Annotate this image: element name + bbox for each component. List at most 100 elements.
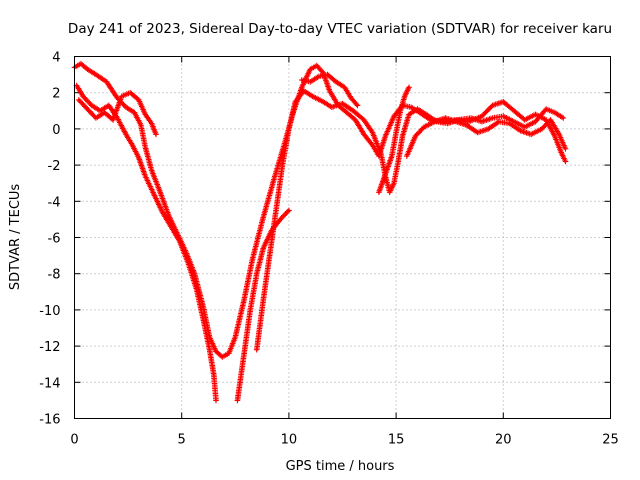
data-point bbox=[116, 96, 119, 100]
y-tick-label: -10 bbox=[39, 304, 60, 319]
data-point bbox=[562, 116, 565, 120]
series-track-1 bbox=[71, 60, 569, 360]
data-point bbox=[261, 299, 265, 303]
data-point bbox=[384, 134, 387, 138]
series-markers bbox=[71, 60, 569, 360]
data-point bbox=[300, 78, 303, 82]
x-tick-label: 25 bbox=[602, 433, 619, 448]
data-point bbox=[169, 225, 173, 228]
data-point bbox=[362, 118, 366, 122]
y-tick-label: -12 bbox=[39, 340, 60, 355]
data-point bbox=[129, 91, 132, 94]
data-point bbox=[540, 127, 544, 131]
data-point bbox=[491, 104, 494, 107]
y-tick-label: -16 bbox=[39, 413, 60, 428]
y-tick-label: -14 bbox=[39, 376, 60, 391]
x-tick-label: 0 bbox=[70, 433, 78, 448]
data-point bbox=[564, 160, 567, 163]
data-point bbox=[105, 80, 108, 84]
y-tick-label: -6 bbox=[48, 232, 61, 247]
data-point bbox=[107, 104, 111, 107]
data-point bbox=[414, 134, 417, 138]
data-point bbox=[407, 113, 411, 116]
data-point bbox=[214, 350, 218, 353]
data-point bbox=[362, 133, 366, 136]
data-point bbox=[476, 131, 479, 134]
x-tick-label: 15 bbox=[388, 433, 405, 448]
data-point bbox=[352, 109, 355, 113]
data-point bbox=[523, 118, 526, 122]
data-point bbox=[103, 111, 106, 114]
data-point bbox=[281, 163, 284, 167]
data-point bbox=[167, 214, 171, 217]
data-point bbox=[326, 73, 329, 76]
data-point bbox=[268, 254, 271, 257]
data-point bbox=[559, 151, 563, 154]
data-point bbox=[322, 100, 325, 103]
series-track-8 bbox=[404, 115, 569, 159]
data-point bbox=[553, 134, 556, 138]
series-track-5 bbox=[253, 88, 567, 353]
data-point bbox=[405, 154, 409, 158]
data-point bbox=[120, 95, 123, 98]
data-point bbox=[279, 218, 282, 221]
data-point bbox=[133, 111, 136, 114]
series-track-3 bbox=[76, 89, 159, 138]
y-tick-label: 0 bbox=[52, 123, 60, 138]
data-point bbox=[491, 116, 494, 120]
y-tick-label: -2 bbox=[48, 159, 61, 174]
data-point bbox=[480, 115, 484, 118]
data-point bbox=[195, 288, 198, 292]
data-point bbox=[294, 100, 297, 103]
data-point bbox=[356, 104, 359, 107]
data-point bbox=[433, 120, 436, 123]
data-point bbox=[497, 120, 501, 123]
data-point bbox=[161, 210, 164, 214]
data-point bbox=[544, 118, 548, 122]
data-point bbox=[544, 107, 548, 111]
data-point bbox=[178, 239, 181, 243]
data-point bbox=[139, 124, 143, 127]
data-point bbox=[390, 154, 394, 158]
data-point bbox=[508, 122, 511, 125]
data-point bbox=[553, 111, 556, 114]
data-point bbox=[487, 127, 490, 131]
data-point bbox=[409, 105, 413, 109]
data-point bbox=[150, 169, 153, 172]
data-point bbox=[549, 118, 552, 122]
data-point bbox=[236, 399, 239, 402]
data-point bbox=[214, 399, 218, 402]
data-point bbox=[519, 129, 522, 132]
series-track-6 bbox=[376, 84, 412, 195]
data-point bbox=[150, 122, 153, 125]
chart-title: Day 241 of 2023, Sidereal Day-to-day VTE… bbox=[68, 21, 612, 37]
data-point bbox=[557, 133, 561, 136]
data-point bbox=[79, 62, 83, 65]
data-point bbox=[90, 104, 93, 107]
data-point bbox=[255, 348, 258, 351]
data-point bbox=[94, 116, 98, 120]
data-point bbox=[422, 125, 426, 129]
data-point bbox=[144, 174, 147, 178]
data-point bbox=[523, 125, 526, 129]
data-point bbox=[465, 124, 469, 127]
data-point bbox=[255, 272, 258, 275]
data-point bbox=[154, 133, 158, 136]
data-point bbox=[377, 191, 381, 194]
data-point bbox=[75, 84, 78, 87]
data-point bbox=[392, 115, 396, 118]
data-point bbox=[144, 145, 147, 149]
data-point bbox=[201, 317, 205, 321]
data-point bbox=[334, 80, 338, 84]
data-point bbox=[227, 352, 231, 355]
data-point bbox=[399, 109, 402, 113]
series-track-2 bbox=[73, 82, 219, 404]
data-point bbox=[317, 75, 321, 78]
data-point bbox=[311, 95, 314, 98]
data-point bbox=[86, 107, 89, 111]
data-point bbox=[502, 100, 505, 103]
data-point bbox=[349, 96, 353, 100]
data-point bbox=[512, 109, 516, 113]
y-tick-label: 4 bbox=[52, 51, 60, 66]
data-point bbox=[354, 118, 357, 122]
